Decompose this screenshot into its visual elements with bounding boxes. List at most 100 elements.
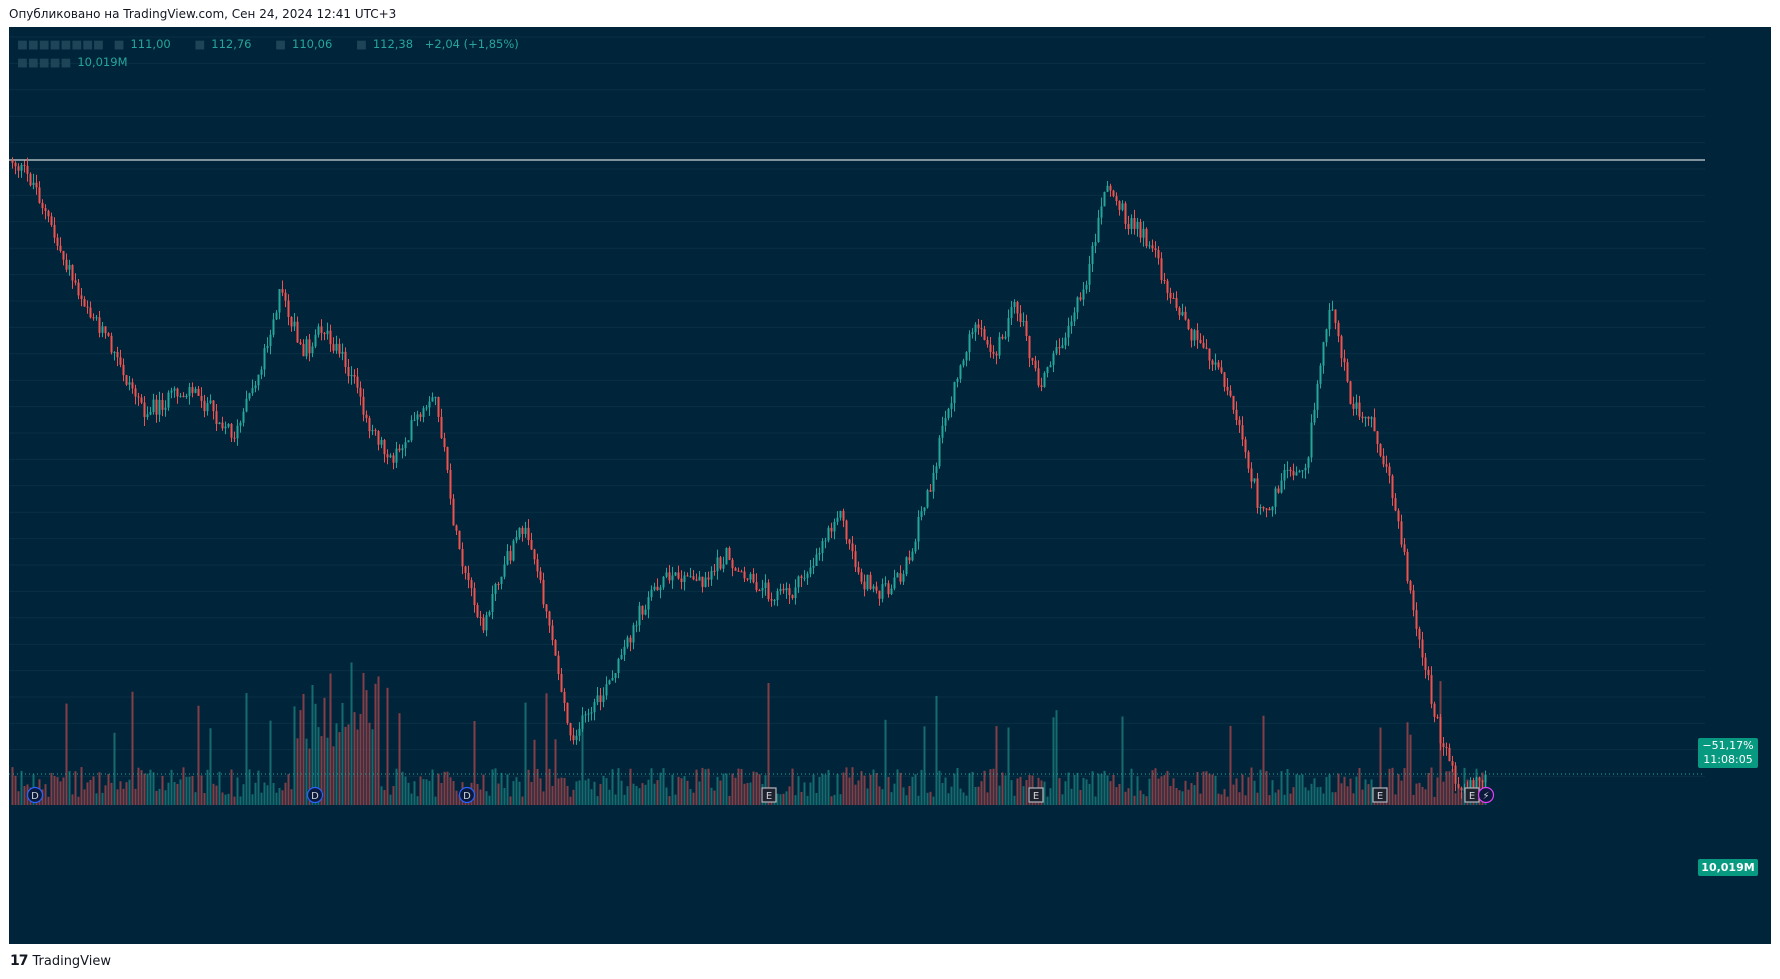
candle [443, 438, 446, 448]
candle [488, 612, 491, 616]
candle [917, 517, 920, 542]
candle [623, 646, 626, 655]
volume-bar [908, 786, 911, 805]
candle [431, 397, 434, 402]
volume-bar [608, 789, 611, 805]
candle [503, 564, 506, 577]
volume-bar [1391, 767, 1394, 805]
candle [608, 680, 611, 684]
candle [1049, 365, 1052, 368]
candle [143, 402, 146, 417]
volume-bar [221, 792, 224, 805]
event-label: E [1377, 791, 1383, 802]
volume-bar [110, 782, 113, 805]
volume-bar [1301, 774, 1304, 805]
volume-bar [1457, 785, 1460, 805]
volume-bar [1052, 717, 1055, 805]
grid-layer [9, 36, 1705, 777]
event-marker-earnings[interactable]: E [761, 787, 777, 803]
volume-bar [1421, 786, 1424, 805]
candle [1235, 409, 1238, 420]
volume-bar [524, 702, 527, 805]
candle [662, 576, 665, 588]
candle [152, 399, 155, 412]
candle [1172, 298, 1175, 299]
volume-bar [1424, 789, 1427, 805]
volume-bar [179, 779, 182, 805]
candle [1001, 336, 1004, 339]
volume-bar [1316, 787, 1319, 805]
candle [455, 525, 458, 531]
volume-bar [911, 776, 914, 805]
price-volume-chart[interactable]: D D D E E E E ⚡ [9, 27, 1771, 944]
event-marker-dividend[interactable]: D [306, 786, 324, 804]
event-marker-earnings[interactable]: E [1372, 787, 1388, 803]
volume-bar [893, 783, 896, 805]
candle [1118, 201, 1121, 210]
event-marker-split[interactable]: ⚡ [1477, 786, 1495, 804]
candle [32, 182, 35, 186]
volume-bar [1007, 727, 1010, 805]
volume-bar [173, 782, 176, 805]
tradingview-logo[interactable]: 17 TradingView [10, 952, 111, 970]
candle [908, 557, 911, 561]
volume-bar [254, 782, 257, 805]
close-mark: ■ [355, 37, 367, 51]
chart-frame[interactable]: D D D E E E E ⚡ ■■■■■■■■ ■ 111,00 ■ 112,76 ■ 110,0… [9, 27, 1771, 944]
candle [1445, 747, 1448, 748]
candle [1169, 292, 1172, 299]
candle [1214, 362, 1217, 365]
candle [1292, 471, 1295, 476]
candle [1121, 203, 1124, 210]
volume-bar [119, 781, 122, 805]
candle [77, 282, 80, 296]
volume-bar [1256, 792, 1259, 805]
volume-bar [47, 796, 50, 805]
candle [1379, 444, 1382, 456]
volume-bar [152, 772, 155, 805]
volume-bar [707, 768, 710, 805]
volume-bar [317, 727, 320, 805]
volume-bar [1283, 794, 1286, 805]
candle [293, 321, 296, 327]
volume-bar [905, 795, 908, 805]
volume-bar [662, 768, 665, 805]
candle [305, 339, 308, 357]
candle [257, 374, 260, 386]
candle [377, 431, 380, 445]
candle [878, 590, 881, 599]
volume-bar [1130, 768, 1133, 805]
candle [713, 570, 716, 572]
event-marker-earnings[interactable]: E [1464, 787, 1480, 803]
candle [1289, 469, 1292, 472]
candle [95, 317, 98, 319]
volume-bar [1181, 791, 1184, 805]
volume-bar [485, 791, 488, 805]
volume-bar [1001, 772, 1004, 805]
event-marker-dividend[interactable]: D [458, 786, 476, 804]
volume-bar [1148, 778, 1151, 805]
volume-bar [1430, 767, 1433, 805]
volume-bar [857, 780, 860, 805]
volume-bar [101, 792, 104, 805]
event-marker-earnings[interactable]: E [1028, 787, 1044, 803]
volume-bar [881, 789, 884, 805]
event-marker-dividend[interactable]: D [26, 786, 44, 804]
candle [785, 588, 788, 591]
candle [653, 586, 656, 590]
candle [545, 604, 548, 612]
volume-bar [1118, 784, 1121, 805]
volume-bar [1097, 773, 1100, 805]
volume-bar [1208, 773, 1211, 805]
volume-bar [425, 779, 428, 805]
candle [575, 735, 578, 741]
candle [566, 702, 569, 723]
volume-bar [1187, 789, 1190, 805]
candle [26, 165, 29, 174]
candle [1481, 780, 1484, 783]
candle [383, 440, 386, 455]
candle [1088, 264, 1091, 285]
volume-bar [473, 721, 476, 805]
volume-bar [767, 683, 770, 805]
candle [374, 430, 377, 432]
